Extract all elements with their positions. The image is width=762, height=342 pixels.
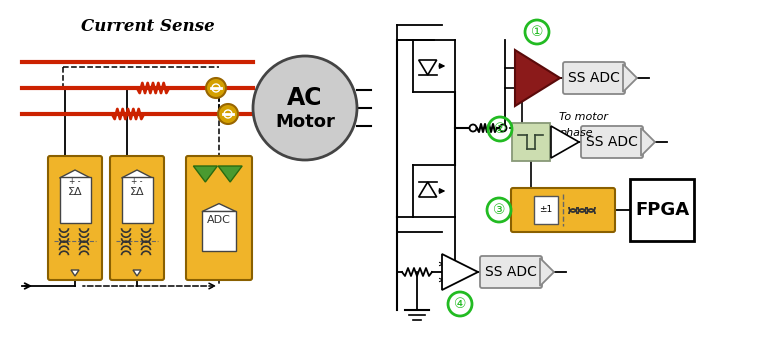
Circle shape — [206, 78, 226, 98]
Text: ①: ① — [531, 25, 543, 39]
Text: SS ADC: SS ADC — [586, 135, 638, 149]
Text: ΣΔ: ΣΔ — [68, 187, 82, 197]
Polygon shape — [133, 270, 141, 276]
FancyBboxPatch shape — [534, 196, 558, 224]
Text: ADC: ADC — [207, 214, 231, 225]
Text: To motor: To motor — [559, 112, 608, 122]
Polygon shape — [442, 254, 478, 290]
Text: AC: AC — [287, 86, 323, 110]
Polygon shape — [194, 166, 217, 182]
Text: SS ADC: SS ADC — [485, 265, 537, 279]
Circle shape — [469, 124, 476, 132]
Polygon shape — [418, 182, 437, 197]
FancyBboxPatch shape — [630, 179, 694, 241]
Polygon shape — [623, 64, 637, 92]
Polygon shape — [59, 170, 91, 178]
Polygon shape — [551, 126, 579, 158]
Polygon shape — [515, 50, 560, 106]
Text: FPGA: FPGA — [635, 201, 689, 219]
Polygon shape — [418, 60, 437, 75]
Polygon shape — [218, 166, 242, 182]
FancyBboxPatch shape — [186, 156, 252, 280]
Text: Motor: Motor — [275, 113, 335, 131]
Text: ②: ② — [494, 122, 506, 136]
Circle shape — [253, 56, 357, 160]
Polygon shape — [121, 170, 152, 178]
FancyBboxPatch shape — [480, 256, 542, 288]
Circle shape — [500, 124, 507, 132]
FancyBboxPatch shape — [581, 126, 643, 158]
Text: SS ADC: SS ADC — [568, 71, 620, 85]
Polygon shape — [202, 203, 236, 212]
FancyBboxPatch shape — [563, 62, 625, 94]
FancyBboxPatch shape — [48, 156, 102, 280]
FancyBboxPatch shape — [512, 123, 550, 161]
Circle shape — [218, 104, 238, 124]
FancyBboxPatch shape — [59, 177, 91, 223]
Text: + -: + - — [69, 177, 81, 186]
FancyBboxPatch shape — [511, 188, 615, 232]
FancyBboxPatch shape — [121, 177, 152, 223]
Polygon shape — [71, 270, 79, 276]
Text: ±1: ±1 — [539, 206, 552, 214]
FancyBboxPatch shape — [110, 156, 164, 280]
Text: Current Sense: Current Sense — [81, 18, 215, 35]
Polygon shape — [641, 128, 655, 156]
Text: phase: phase — [559, 128, 593, 138]
Text: + -: + - — [131, 177, 142, 186]
Text: ④: ④ — [453, 297, 466, 311]
Text: ΣΔ: ΣΔ — [130, 187, 144, 197]
Polygon shape — [540, 258, 554, 286]
FancyBboxPatch shape — [202, 211, 236, 251]
Text: ③: ③ — [493, 203, 505, 217]
